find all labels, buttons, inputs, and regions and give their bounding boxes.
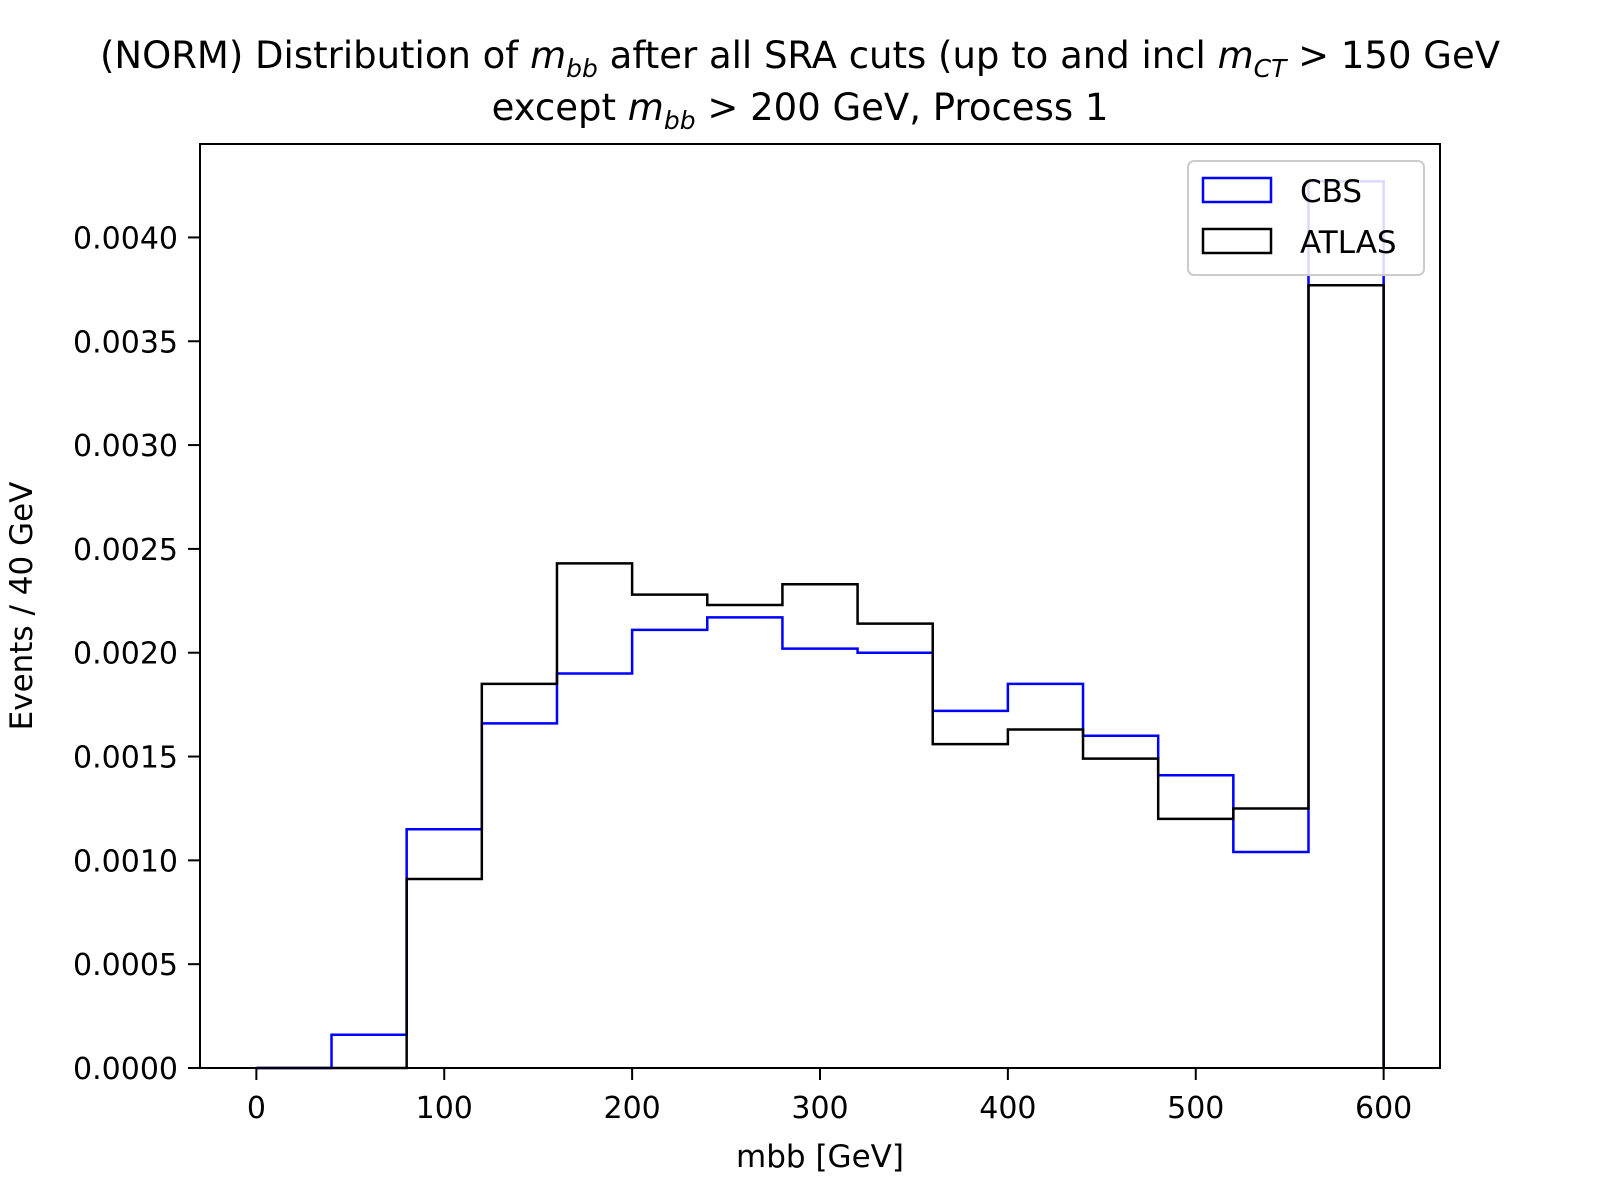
x-tick-label: 100 — [416, 1091, 473, 1126]
y-tick-label: 0.0040 — [73, 221, 178, 256]
chart-title-line-2: except mbb > 200 GeV, Process 1 — [0, 86, 1600, 135]
legend-swatch-atlas — [1201, 227, 1273, 255]
legend-label-cbs: CBS — [1300, 174, 1362, 210]
x-tick-label: 0 — [247, 1091, 266, 1126]
title-var-sub: bb — [566, 54, 598, 83]
title2-prefix: except — [491, 86, 628, 129]
x-tick-label: 400 — [979, 1091, 1036, 1126]
chart-title-line-1: (NORM) Distribution of mbb after all SRA… — [0, 34, 1600, 83]
y-tick-label: 0.0005 — [73, 948, 178, 983]
y-tick-label: 0.0015 — [73, 741, 178, 776]
title2-var: m — [627, 86, 664, 129]
title-middle: after all SRA cuts (up to and incl — [597, 34, 1218, 77]
series-atlas-step — [256, 283, 1385, 1070]
title-cut-sub: CT — [1253, 54, 1287, 83]
title2-rest: > 200 GeV, Process 1 — [695, 86, 1109, 129]
title2-var-sub: bb — [663, 106, 696, 135]
x-axis: 0 100 200 300 400 500 600 — [247, 1068, 1412, 1126]
x-tick-label: 300 — [791, 1091, 848, 1126]
title-prefix: (NORM) Distribution of — [99, 34, 531, 77]
legend-box — [1187, 160, 1425, 276]
y-tick-label: 0.0025 — [73, 533, 178, 568]
series-cbs-step — [256, 180, 1385, 1070]
y-tick-label: 0.0020 — [73, 637, 178, 672]
x-axis-label: mbb [GeV] — [736, 1139, 904, 1175]
x-tick-label: 500 — [1167, 1091, 1224, 1126]
y-tick-label: 0.0035 — [73, 325, 178, 360]
legend-label-atlas: ATLAS — [1300, 225, 1397, 261]
x-tick-label: 200 — [603, 1091, 660, 1126]
y-axis: 0.0000 0.0005 0.0010 0.0015 0.0020 0.0025 0.00… — [73, 221, 200, 1087]
title-cut-var: m — [1217, 34, 1254, 77]
legend: CBS ATLAS — [1187, 160, 1425, 276]
y-axis-label: Events / 40 GeV — [4, 482, 40, 731]
legend-swatch-cbs — [1201, 176, 1273, 204]
series-layer — [256, 180, 1385, 1070]
plot-frame — [199, 143, 1441, 1069]
y-tick-label: 0.0000 — [73, 1052, 178, 1087]
title-cut-rest: > 150 GeV — [1286, 34, 1501, 77]
y-tick-label: 0.0010 — [73, 844, 178, 879]
title-var: m — [530, 34, 567, 77]
y-tick-label: 0.0030 — [73, 429, 178, 464]
x-tick-label: 600 — [1355, 1091, 1412, 1126]
